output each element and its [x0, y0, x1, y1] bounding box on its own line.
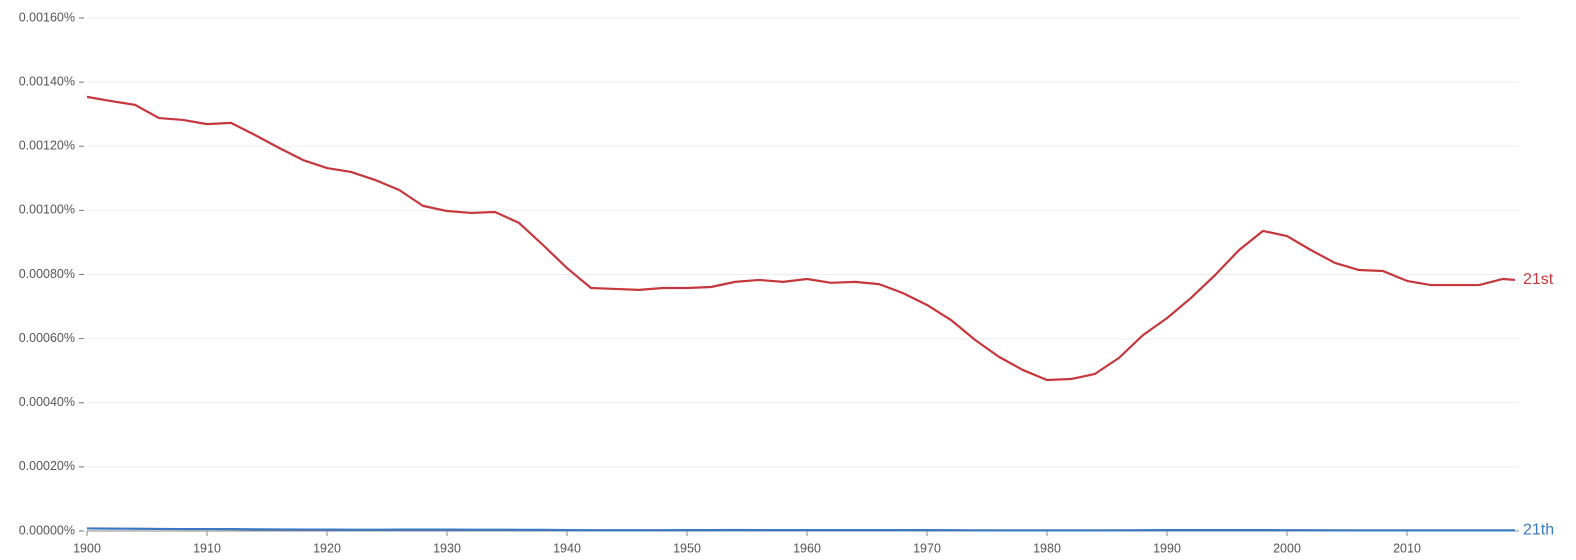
- y-tick-label: 0.00000%: [19, 523, 75, 537]
- x-tick-label: 1950: [673, 541, 701, 555]
- x-tick-label: 1940: [553, 541, 581, 555]
- y-tick-label: 0.00080%: [19, 267, 75, 281]
- series-label: 21st: [1523, 271, 1554, 288]
- y-tick-label: 0.00140%: [19, 74, 75, 88]
- x-tick-label: 1970: [913, 541, 941, 555]
- y-tick-label: 0.00040%: [19, 395, 75, 409]
- x-tick-label: 1920: [313, 541, 341, 555]
- y-tick-label: 0.00060%: [19, 331, 75, 345]
- series-label: 21th: [1523, 522, 1554, 539]
- x-tick-label: 1900: [73, 541, 101, 555]
- y-tick-label: 0.00100%: [19, 203, 75, 217]
- y-tick-label: 0.00020%: [19, 459, 75, 473]
- x-tick-label: 1910: [193, 541, 221, 555]
- x-tick-label: 2000: [1273, 541, 1301, 555]
- x-tick-label: 1990: [1153, 541, 1181, 555]
- x-tick-label: 1980: [1033, 541, 1061, 555]
- x-tick-label: 2010: [1393, 541, 1421, 555]
- x-tick-label: 1960: [793, 541, 821, 555]
- y-tick-label: 0.00120%: [19, 139, 75, 153]
- series-line: [86, 95, 1516, 382]
- x-tick-label: 1930: [433, 541, 461, 555]
- series-line: [86, 527, 1515, 532]
- y-tick-label: 0.00160%: [19, 10, 75, 24]
